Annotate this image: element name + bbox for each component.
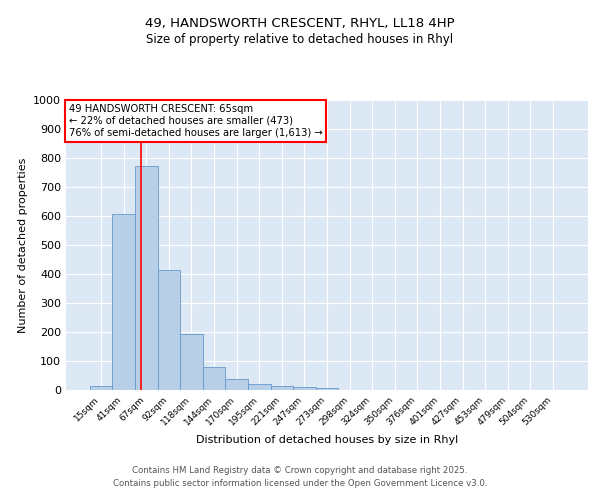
Bar [112,214,135,390]
Bar [135,166,158,390]
Bar [90,386,112,390]
Text: Size of property relative to detached houses in Rhyl: Size of property relative to detached ho… [146,32,454,46]
Bar [271,386,293,390]
Bar [158,270,180,390]
Bar [293,387,316,390]
Bar [226,380,248,390]
Bar [203,367,226,390]
Y-axis label: Number of detached properties: Number of detached properties [17,158,28,332]
Bar [248,384,271,390]
Text: Contains HM Land Registry data © Crown copyright and database right 2025.
Contai: Contains HM Land Registry data © Crown c… [113,466,487,487]
Bar [316,388,338,390]
Text: 49 HANDSWORTH CRESCENT: 65sqm
← 22% of detached houses are smaller (473)
76% of : 49 HANDSWORTH CRESCENT: 65sqm ← 22% of d… [68,104,322,138]
X-axis label: Distribution of detached houses by size in Rhyl: Distribution of detached houses by size … [196,436,458,446]
Bar [180,334,203,390]
Text: 49, HANDSWORTH CRESCENT, RHYL, LL18 4HP: 49, HANDSWORTH CRESCENT, RHYL, LL18 4HP [145,18,455,30]
